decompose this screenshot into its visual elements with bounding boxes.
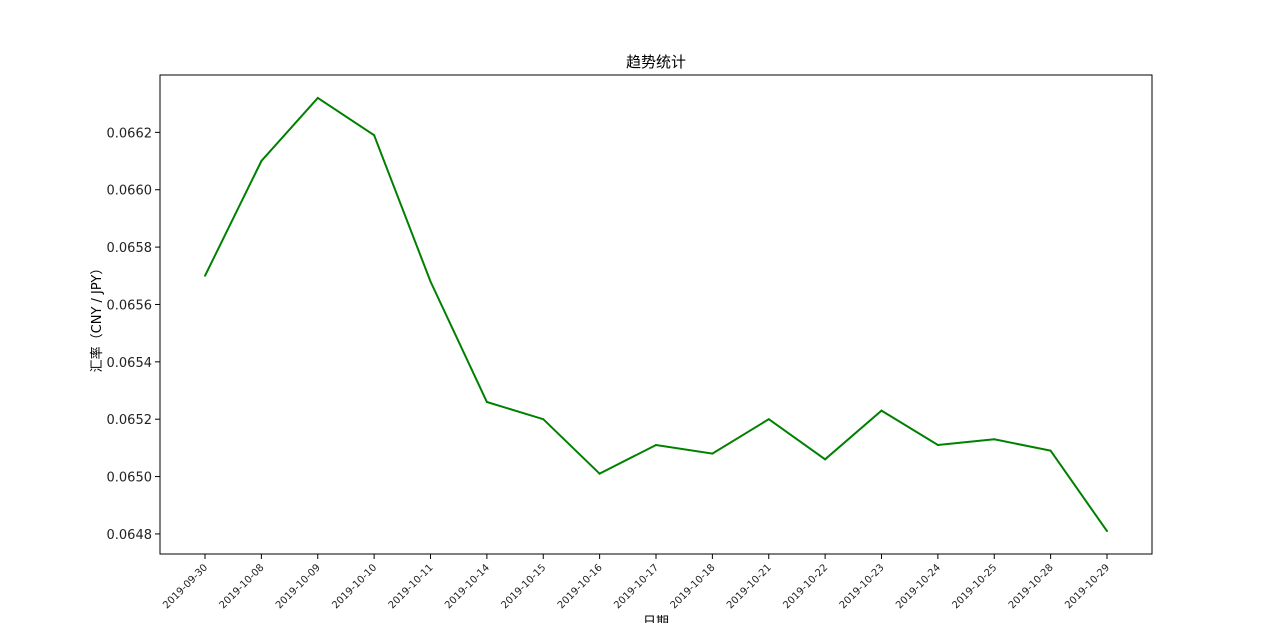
x-tick-label: 2019-10-09 — [274, 562, 323, 611]
x-tick-label: 2019-10-15 — [499, 562, 548, 611]
data-point — [993, 438, 996, 441]
x-tick-label: 2019-10-22 — [781, 562, 830, 611]
x-tick-label: 2019-10-21 — [725, 562, 774, 611]
y-tick-label: 0.0650 — [107, 471, 153, 486]
data-point — [824, 458, 827, 461]
data-point — [598, 472, 601, 475]
data-point — [655, 444, 657, 447]
x-tick-label: 2019-10-14 — [443, 562, 492, 611]
data-point — [485, 400, 488, 403]
x-tick-label: 2019-09-30 — [161, 562, 210, 611]
chart-title: 趋势统计 — [626, 53, 686, 71]
x-tick-label: 2019-10-11 — [387, 562, 436, 611]
plot-area-frame — [159, 74, 1153, 555]
data-point — [260, 160, 263, 163]
x-tick-label: 2019-10-16 — [556, 562, 605, 611]
x-axis-label: 日期 — [643, 615, 669, 623]
y-tick-label: 0.0658 — [107, 241, 153, 256]
y-tick-label: 0.0648 — [107, 528, 153, 543]
data-point — [1106, 530, 1108, 533]
y-tick-label: 0.0662 — [107, 126, 153, 141]
data-point — [429, 280, 432, 283]
axis-ticks: 0.0648 0.0650 0.0652 0.0654 0.0656 0.0658 0.06… — [107, 126, 1113, 611]
x-tick-label: 2019-10-17 — [612, 562, 661, 611]
y-axis-label: 汇率（CNY / JPY） — [89, 262, 105, 373]
data-point — [767, 418, 770, 421]
x-tick-label: 2019-10-28 — [1007, 562, 1056, 611]
data-point — [542, 418, 545, 421]
data-point — [711, 452, 714, 455]
data-point — [880, 409, 883, 412]
series-line — [204, 96, 1108, 532]
y-tick-label: 0.0654 — [107, 356, 153, 371]
x-tick-label: 2019-10-25 — [950, 562, 999, 611]
x-tick-label: 2019-10-18 — [669, 562, 718, 611]
data-point — [373, 134, 376, 137]
data-point — [316, 96, 319, 99]
x-tick-label: 2019-10-10 — [330, 562, 379, 611]
y-tick-label: 0.0652 — [107, 413, 153, 428]
data-point — [936, 444, 939, 447]
y-tick-label: 0.0656 — [107, 298, 153, 313]
data-point — [1049, 449, 1052, 452]
x-tick-label: 2019-10-08 — [218, 562, 267, 611]
data-points — [204, 96, 1108, 533]
y-tick-label: 0.0660 — [107, 184, 153, 199]
x-tick-label: 2019-10-24 — [894, 562, 943, 611]
data-point — [204, 274, 206, 277]
x-tick-label: 2019-10-29 — [1063, 562, 1112, 611]
x-tick-label: 2019-10-23 — [838, 562, 887, 611]
